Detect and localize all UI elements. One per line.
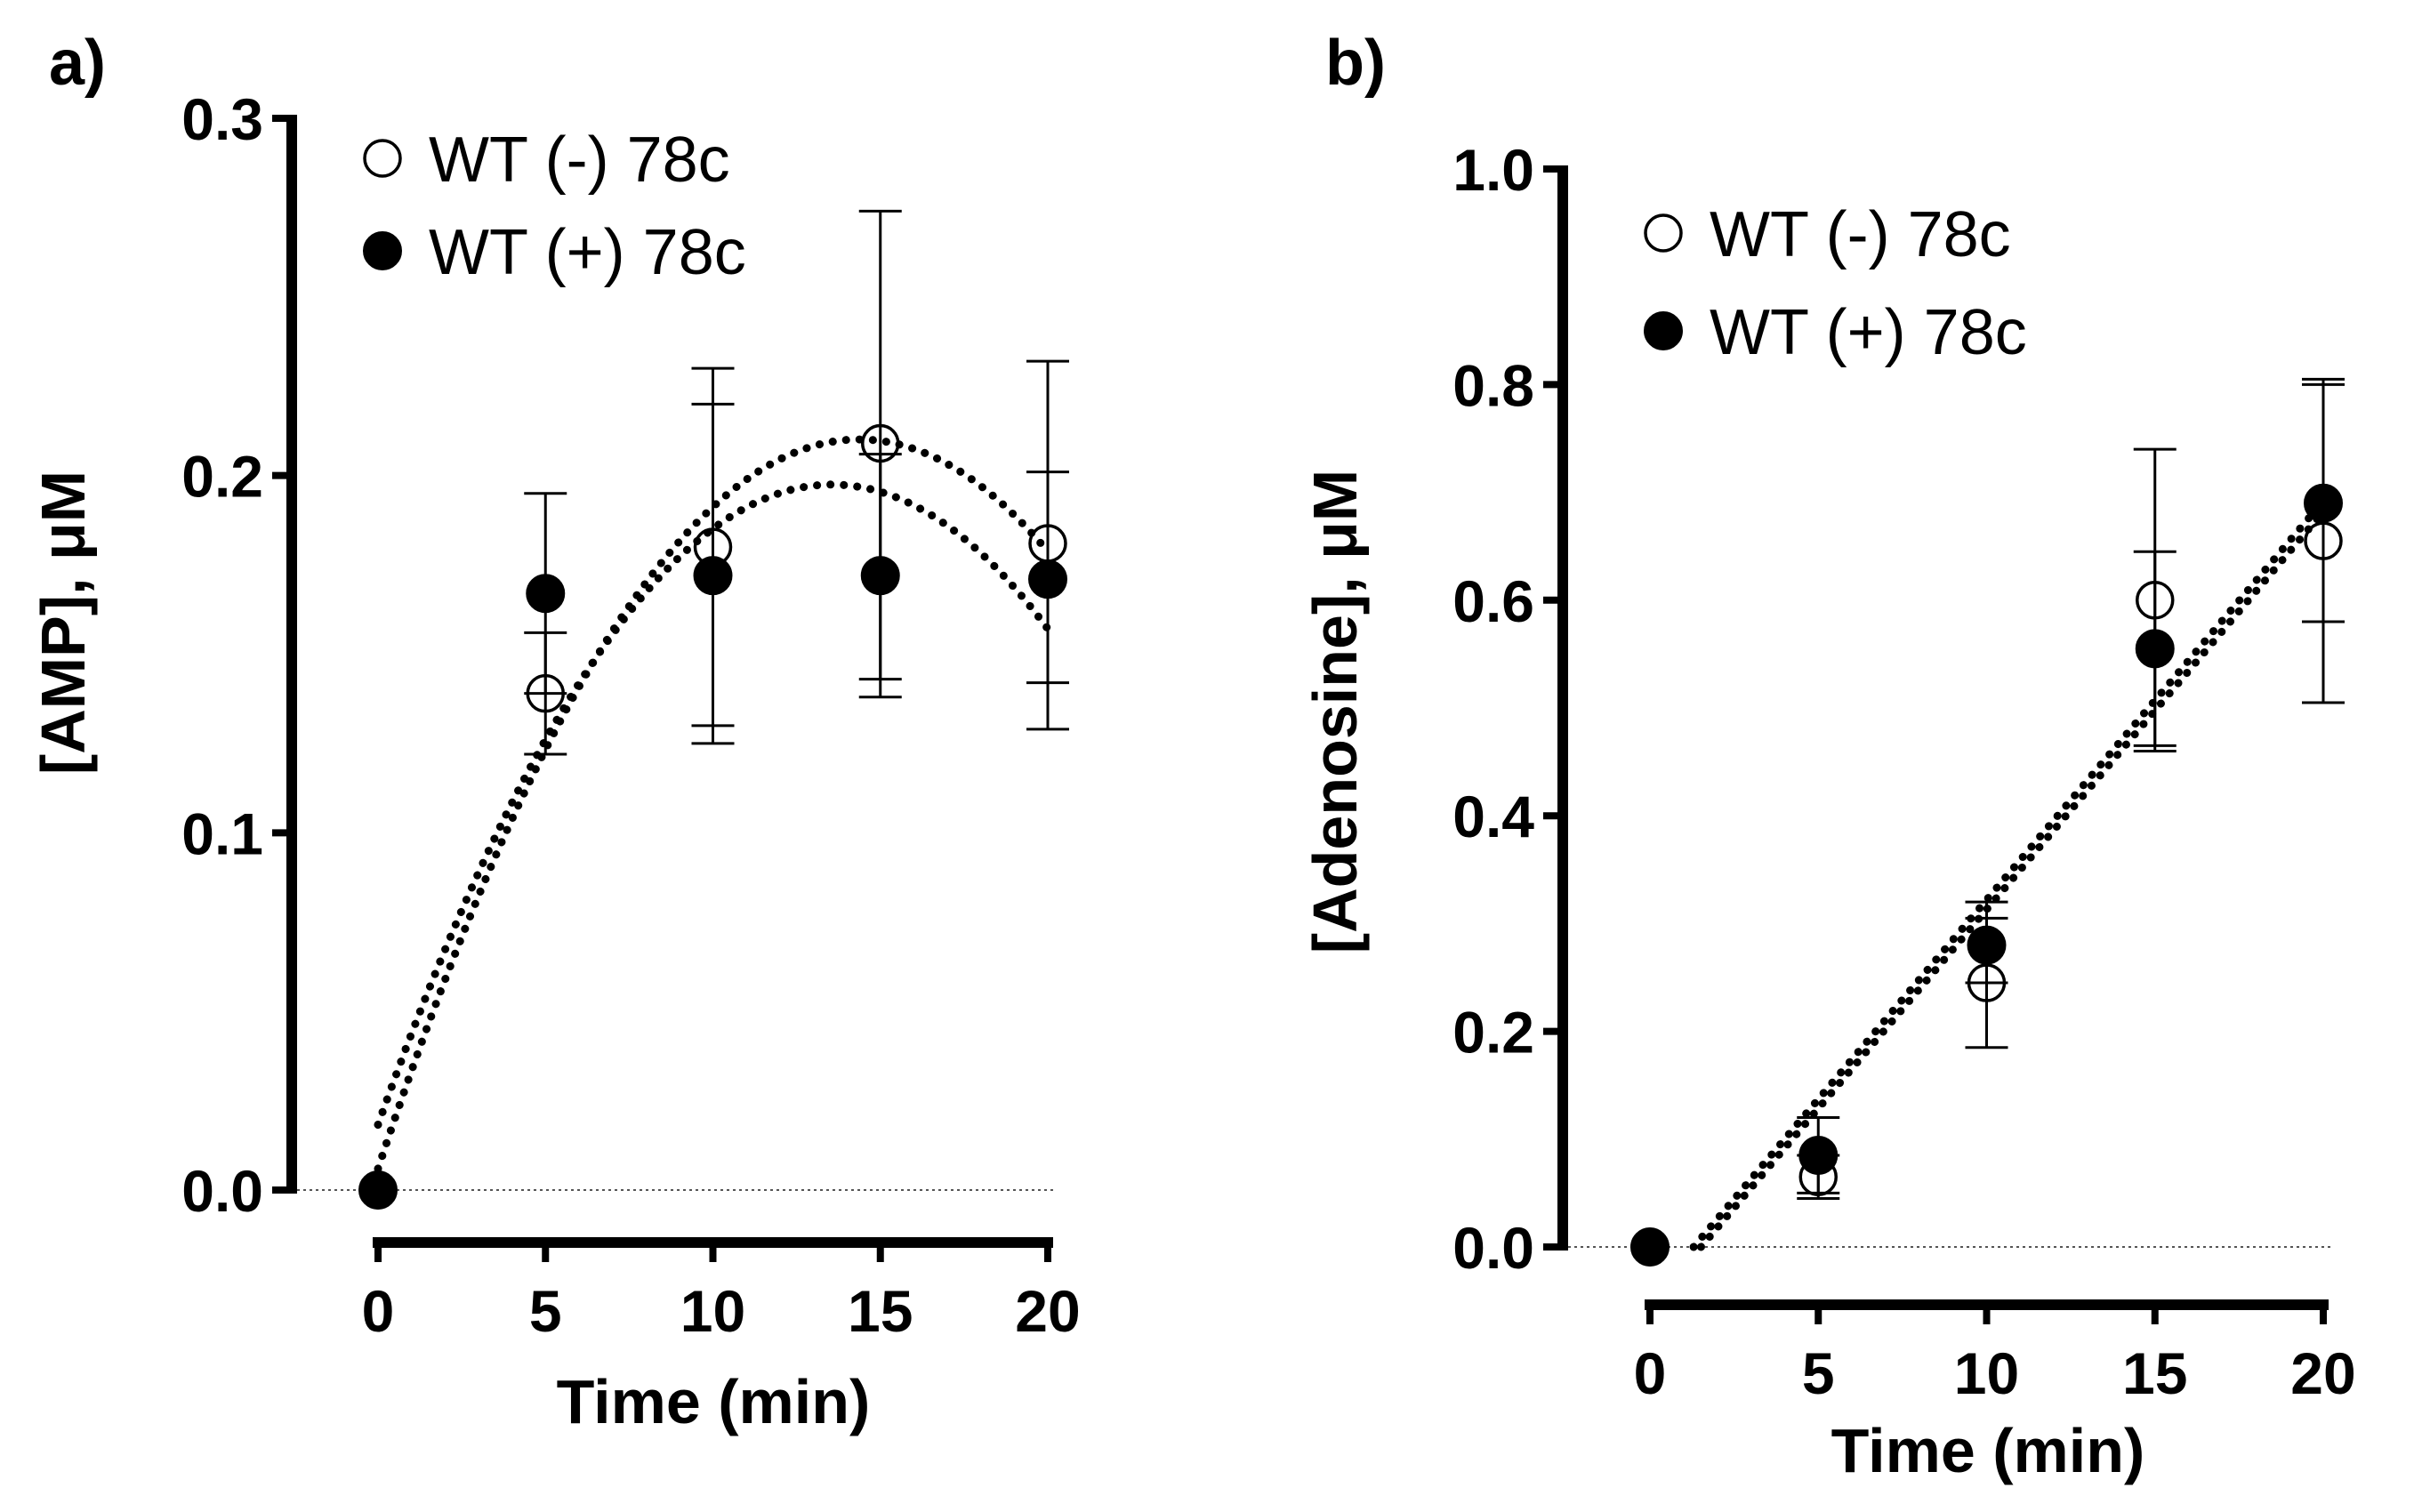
data-point-series-1 bbox=[2135, 629, 2175, 669]
y-tick-label: 0.0 bbox=[181, 1158, 263, 1224]
y-tick-label: 0.1 bbox=[181, 800, 263, 866]
x-tick-label: 20 bbox=[1015, 1278, 1080, 1344]
y-tick-label: 0.4 bbox=[1452, 784, 1534, 849]
x-axis-label: Time (min) bbox=[557, 1367, 871, 1436]
data-point-series-0 bbox=[2304, 521, 2343, 560]
data-point-series-1 bbox=[2304, 483, 2343, 523]
legend-label: WT (+) 78c bbox=[1710, 297, 2027, 368]
legend-label: WT (-) 78c bbox=[429, 125, 730, 196]
panel-b: b) 0.0 0.2 0.4 0.6 0.8 1.0 0 5 10 15 20 Time (min) [A… bbox=[1300, 28, 2356, 1485]
data-point-series-1 bbox=[1028, 559, 1067, 599]
data-point-series-0 bbox=[861, 423, 900, 463]
fit-curve-series-1 bbox=[1689, 496, 2328, 1251]
legend-marker-series-1 bbox=[1644, 311, 1683, 350]
y-tick-label: 0.3 bbox=[181, 86, 263, 152]
x-tick-label: 10 bbox=[1954, 1340, 2019, 1406]
x-tick-label: 0 bbox=[362, 1278, 395, 1344]
legend-label: WT (-) 78c bbox=[1710, 199, 2011, 270]
data-point-series-0 bbox=[1967, 963, 2007, 1002]
fit-curve-series-0 bbox=[1696, 507, 2328, 1251]
x-tick-label: 0 bbox=[1634, 1340, 1667, 1406]
x-tick-label: 5 bbox=[1802, 1340, 1835, 1406]
x-tick-label: 5 bbox=[529, 1278, 562, 1344]
panel-label: b) bbox=[1325, 28, 1386, 99]
fit-curve-series-0 bbox=[374, 435, 1052, 1173]
x-tick-label: 10 bbox=[680, 1278, 745, 1344]
data-point-series-0 bbox=[526, 673, 565, 713]
x-tick-label: 15 bbox=[2122, 1340, 2187, 1406]
fit-curve-series-1 bbox=[374, 480, 1052, 1130]
x-tick-label: 20 bbox=[2290, 1340, 2355, 1406]
data-point-series-1 bbox=[1630, 1227, 1670, 1267]
y-tick-label: 0.2 bbox=[181, 444, 263, 510]
data-point-series-1 bbox=[526, 574, 566, 614]
y-axis-label: [AMP], μM bbox=[28, 470, 98, 775]
panel-a: a) 0.0 0.1 0.2 0.3 0 5 10 15 20 Time (min) [AMP], μ… bbox=[28, 28, 1081, 1436]
panel-label: a) bbox=[49, 28, 106, 99]
legend-marker-series-0 bbox=[363, 139, 402, 178]
data-point-series-1 bbox=[1798, 1135, 1839, 1175]
y-tick-label: 1.0 bbox=[1452, 137, 1534, 203]
x-axis-label: Time (min) bbox=[1831, 1416, 2145, 1485]
legend-marker-series-0 bbox=[1644, 213, 1683, 253]
data-point-series-1 bbox=[693, 556, 733, 596]
legend-marker-series-1 bbox=[363, 231, 402, 270]
y-tick-label: 0.2 bbox=[1452, 1000, 1534, 1066]
y-tick-label: 0.0 bbox=[1452, 1215, 1534, 1281]
y-tick-label: 0.8 bbox=[1452, 352, 1534, 418]
x-tick-label: 15 bbox=[848, 1278, 913, 1344]
y-axis-label: [Adenosine], μM bbox=[1300, 470, 1370, 953]
y-tick-label: 0.6 bbox=[1452, 568, 1534, 634]
legend-label: WT (+) 78c bbox=[429, 217, 746, 288]
data-point-series-1 bbox=[1967, 925, 2007, 965]
data-point-series-1 bbox=[358, 1170, 398, 1210]
data-point-series-1 bbox=[860, 556, 900, 596]
data-point-series-0 bbox=[2136, 581, 2175, 620]
